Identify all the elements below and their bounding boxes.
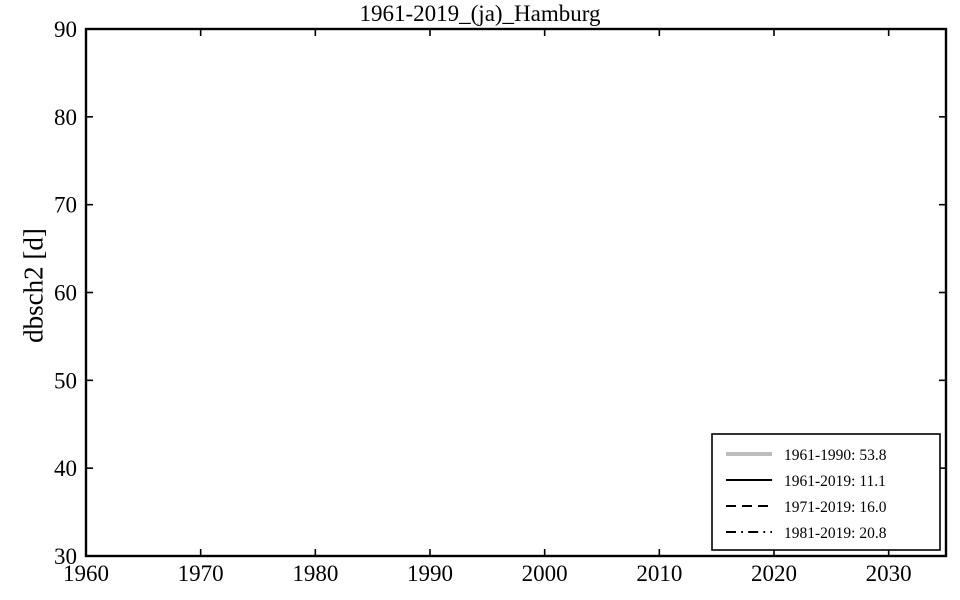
- y-tick-label: 30: [54, 544, 77, 569]
- y-tick-label: 50: [54, 368, 77, 393]
- legend-label: 1981-2019: 20.8: [784, 525, 887, 542]
- x-tick-label: 1980: [292, 561, 338, 586]
- x-tick-label: 2000: [522, 561, 568, 586]
- x-tick-label: 2020: [751, 561, 797, 586]
- chart-title: 1961-2019_(ja)_Hamburg: [359, 1, 601, 26]
- y-tick-label: 80: [54, 105, 77, 130]
- y-tick-label: 90: [54, 17, 77, 42]
- y-tick-label: 60: [54, 281, 77, 306]
- legend-label: 1961-2019: 11.1: [784, 473, 886, 490]
- x-tick-label: 1970: [178, 561, 224, 586]
- x-tick-label: 1990: [407, 561, 453, 586]
- x-tick-label: 2010: [636, 561, 682, 586]
- x-tick-label: 1960: [63, 561, 109, 586]
- legend-label: 1961-1990: 53.8: [784, 447, 887, 464]
- legend-label: 1971-2019: 16.0: [784, 499, 887, 516]
- y-tick-label: 40: [54, 456, 77, 481]
- x-tick-label: 2030: [866, 561, 912, 586]
- y-tick-label: 70: [54, 193, 77, 218]
- legend: 1961-1990: 53.8 1961-2019: 11.1 1971-2019:…: [711, 433, 941, 551]
